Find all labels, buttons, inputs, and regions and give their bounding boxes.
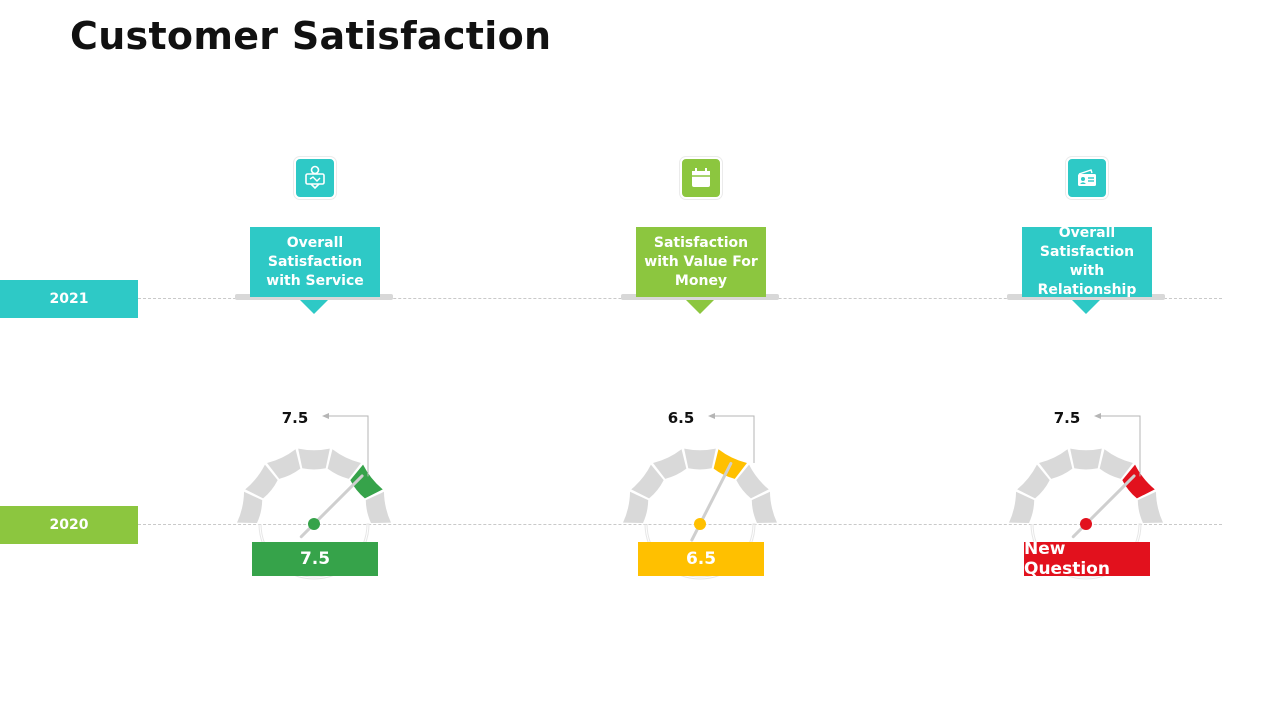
callout-pointer [1072, 300, 1100, 314]
calendar-icon [680, 157, 722, 199]
gauge-annotation: 7.5 [282, 409, 309, 427]
gauge-segment [1039, 449, 1073, 479]
annotation-leader [1100, 415, 1141, 477]
gauge-segment [623, 491, 649, 524]
metric-label: Satisfaction with Value For Money [636, 227, 766, 297]
gauge-segment [327, 449, 361, 479]
gauge-segment [267, 449, 301, 479]
page-title: Customer Satisfaction [70, 14, 552, 58]
gauge-segment [298, 448, 330, 470]
gauge-annotation: 6.5 [668, 409, 695, 427]
year-label-2021: 2021 [0, 280, 138, 318]
gauge-segment [631, 464, 664, 499]
id-card-icon [1066, 157, 1108, 199]
annotation-arrowhead [708, 413, 715, 419]
gauge-hub [694, 518, 706, 530]
callout-base [1007, 294, 1165, 300]
year-label-2020: 2020 [0, 506, 138, 544]
gauge-hub [1080, 518, 1092, 530]
metric-service: Overall Satisfaction with Service 7.5 7.… [214, 0, 414, 720]
gauge-segment [653, 449, 687, 479]
annotation-leader [328, 415, 369, 477]
callout-pointer [300, 300, 328, 314]
gauge-segment [736, 464, 769, 499]
gauge: 7.5 [237, 409, 391, 580]
gauge-segment [237, 491, 263, 524]
gauge-segment [1099, 449, 1133, 479]
annotation-leader [714, 415, 755, 463]
gauge-segment-active [1122, 464, 1155, 499]
gauge-segment [245, 464, 278, 499]
gauge: 7.5 [1009, 409, 1163, 580]
callout-base [621, 294, 779, 300]
gauge-segment [1070, 448, 1102, 470]
gauge-segment [1017, 464, 1050, 499]
callout-pointer [686, 300, 714, 314]
gauge-segment [365, 491, 391, 524]
score-badge: New Question [1024, 539, 1150, 579]
gauge-segment-active [350, 464, 383, 499]
gauge-segment [751, 491, 777, 524]
gauge-hub [308, 518, 320, 530]
metric-label: Overall Satisfaction with Relationship [1022, 225, 1152, 298]
annotation-arrowhead [1094, 413, 1101, 419]
callout-base [235, 294, 393, 300]
gauge-segment [684, 448, 716, 470]
metric-label: Overall Satisfaction with Service [250, 227, 380, 297]
service-icon [294, 157, 336, 199]
timeline-2020-line [138, 524, 1222, 525]
gauge-segment [1137, 491, 1163, 524]
gauge: 6.5 [623, 409, 777, 580]
metric-value-for-money: Satisfaction with Value For Money 6.5 6.… [600, 0, 800, 720]
gauge-annotation: 7.5 [1054, 409, 1081, 427]
annotation-arrowhead [322, 413, 329, 419]
score-badge: 7.5 [252, 542, 378, 576]
score-badge: 6.5 [638, 542, 764, 576]
gauge-segment [1009, 491, 1035, 524]
metric-relationship: Overall Satisfaction with Relationship 7… [986, 0, 1186, 720]
